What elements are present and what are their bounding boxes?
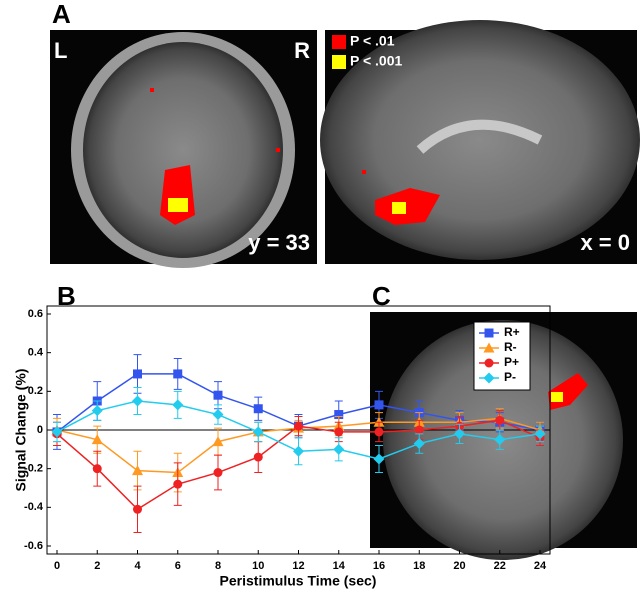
data-point bbox=[374, 427, 384, 437]
data-point bbox=[132, 465, 143, 476]
panel-label: C bbox=[372, 281, 391, 311]
activation-strong bbox=[168, 198, 188, 212]
data-point bbox=[454, 428, 465, 440]
x-tick-label: 0 bbox=[54, 560, 60, 572]
activation bbox=[362, 170, 366, 174]
legend-label: P+ bbox=[504, 355, 519, 369]
data-point bbox=[413, 438, 425, 450]
x-tick-label: 16 bbox=[373, 560, 385, 572]
data-point bbox=[133, 504, 142, 514]
y-tick-label: 0.2 bbox=[28, 385, 43, 397]
data-point bbox=[173, 369, 183, 379]
x-tick-label: 18 bbox=[413, 560, 425, 572]
data-point bbox=[51, 426, 63, 438]
data-point bbox=[333, 443, 345, 455]
data-point bbox=[373, 453, 385, 465]
data-point bbox=[294, 421, 303, 431]
x-tick-label: 10 bbox=[252, 560, 264, 572]
x-axis-label: Peristimulus Time (sec) bbox=[220, 573, 377, 589]
legend-label: R+ bbox=[504, 325, 520, 339]
panel-label: B bbox=[57, 281, 76, 311]
y-tick-label: -0.6 bbox=[24, 540, 43, 552]
data-point bbox=[213, 468, 223, 478]
x-tick-label: 20 bbox=[453, 560, 465, 572]
image-label: R bbox=[294, 38, 310, 63]
legend-marker bbox=[484, 358, 494, 368]
activation bbox=[276, 148, 280, 152]
corpus-callosum bbox=[416, 119, 543, 154]
data-point bbox=[212, 436, 224, 447]
legend-marker bbox=[483, 372, 495, 384]
brain bbox=[83, 42, 283, 258]
legend-label: P < .001 bbox=[350, 53, 403, 69]
legend-label: R- bbox=[504, 340, 517, 354]
data-point bbox=[414, 425, 424, 435]
activation-strong bbox=[392, 202, 406, 214]
legend-label: P- bbox=[504, 370, 516, 384]
x-tick-label: 6 bbox=[175, 560, 181, 572]
data-point bbox=[374, 400, 384, 410]
legend-swatch bbox=[332, 55, 346, 69]
activation-strong bbox=[551, 392, 563, 402]
data-point bbox=[534, 428, 546, 440]
y-tick-label: -0.2 bbox=[24, 463, 43, 475]
data-point bbox=[91, 405, 103, 417]
legend-marker bbox=[484, 328, 494, 338]
x-tick-label: 8 bbox=[215, 560, 221, 572]
data-point bbox=[495, 415, 505, 425]
data-point bbox=[172, 399, 184, 411]
image-label: L bbox=[54, 38, 67, 63]
data-point bbox=[334, 427, 344, 437]
activation bbox=[375, 188, 440, 225]
y-tick-label: 0.6 bbox=[28, 308, 43, 320]
data-point bbox=[173, 479, 183, 489]
legend-box bbox=[473, 321, 531, 391]
data-point bbox=[213, 390, 223, 400]
data-point bbox=[253, 452, 263, 462]
data-point bbox=[91, 434, 103, 445]
y-tick-label: 0 bbox=[37, 424, 43, 436]
legend-swatch bbox=[332, 35, 346, 49]
image-caption: y = 33 bbox=[248, 230, 310, 255]
y-tick-label: -0.4 bbox=[24, 501, 44, 513]
data-point bbox=[252, 426, 264, 438]
x-tick-label: 4 bbox=[134, 560, 141, 572]
data-point bbox=[293, 445, 304, 457]
x-tick-label: 22 bbox=[494, 560, 506, 572]
data-point bbox=[494, 434, 506, 446]
x-tick-label: 24 bbox=[534, 560, 547, 572]
x-tick-label: 14 bbox=[333, 560, 346, 572]
activation bbox=[160, 165, 195, 225]
image-caption: x = 0 bbox=[580, 230, 630, 255]
data-point bbox=[253, 404, 263, 414]
data-point bbox=[133, 369, 142, 379]
legend-label: P < .01 bbox=[350, 33, 395, 49]
y-axis-label: Signal Change (%) bbox=[13, 369, 29, 492]
data-point bbox=[92, 464, 102, 474]
data-point bbox=[212, 409, 224, 421]
activation bbox=[150, 88, 154, 92]
x-tick-label: 2 bbox=[94, 560, 100, 572]
panel-label: A bbox=[52, 0, 71, 29]
data-point bbox=[132, 395, 143, 407]
y-tick-label: 0.4 bbox=[28, 347, 44, 359]
x-tick-label: 12 bbox=[292, 560, 304, 572]
legend-marker bbox=[483, 342, 495, 353]
data-point bbox=[334, 410, 344, 420]
